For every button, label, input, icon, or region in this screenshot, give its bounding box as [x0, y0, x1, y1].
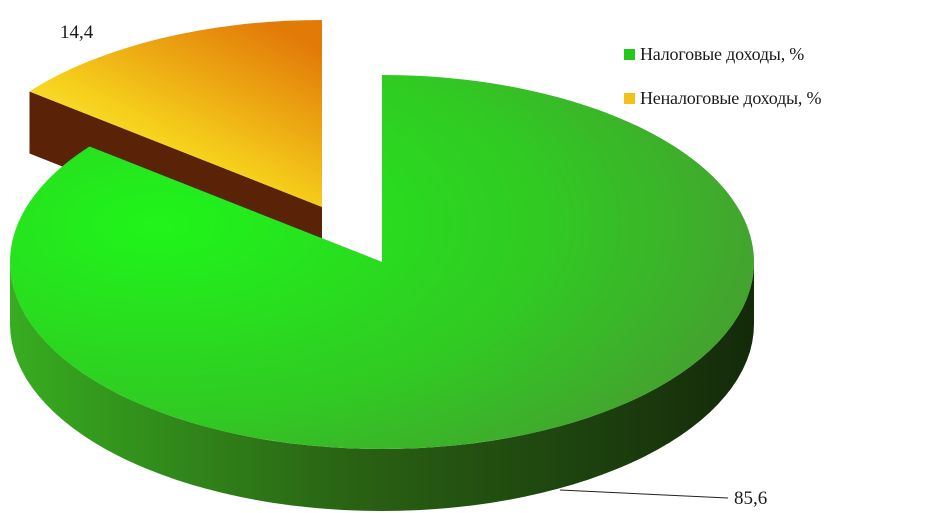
pie-slice-non-tax-revenue: [29, 20, 323, 207]
chart-legend: Налоговые доходы, % Неналоговые доходы, …: [624, 40, 930, 128]
legend-label-non-tax-revenue: Неналоговые доходы, %: [640, 87, 822, 108]
pie-slice-side-tax-revenue-0: [10, 262, 754, 511]
legend-swatch-tax-revenue: [624, 48, 635, 60]
leader-line-tax-revenue: [559, 489, 729, 499]
legend-label-tax-revenue: Налоговые доходы, %: [640, 43, 805, 64]
pie-slice-tax-revenue: [9, 75, 755, 450]
legend-swatch-non-tax-revenue: [624, 92, 635, 104]
legend-item-non-tax-revenue: Неналоговые доходы, %: [624, 84, 930, 112]
data-label-tax-revenue: 85,6: [734, 488, 767, 509]
legend-item-tax-revenue: Налоговые доходы, %: [624, 40, 930, 68]
data-label-non-tax-revenue: 14,4: [60, 22, 94, 43]
